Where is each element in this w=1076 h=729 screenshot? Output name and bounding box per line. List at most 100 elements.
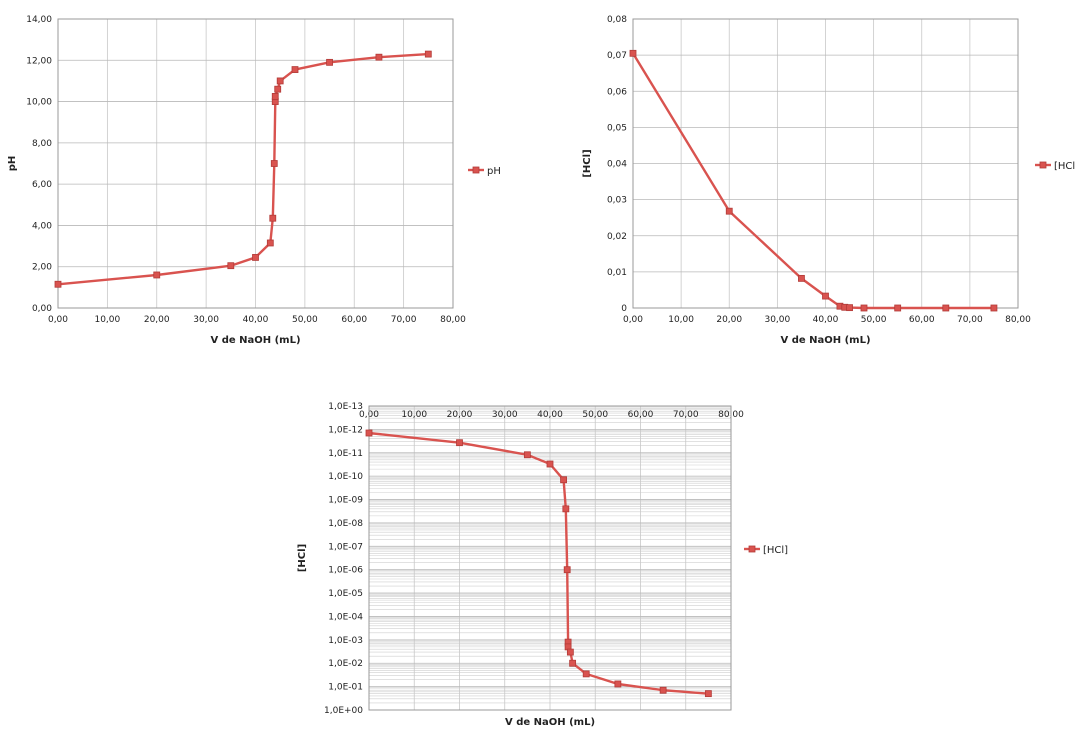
y-axis-title: [HCl] [582, 149, 593, 177]
x-axis-title: V de NaOH (mL) [780, 335, 870, 346]
data-point [822, 292, 829, 300]
y-tick-label: 1,0E-03 [328, 636, 363, 646]
x-tick-label: 80,00 [1005, 315, 1031, 325]
y-tick-label: 0,06 [607, 87, 627, 97]
data-point [629, 49, 637, 57]
data-point [291, 66, 299, 73]
y-tick-label: 1,0E-02 [328, 659, 363, 669]
data-point [424, 50, 432, 58]
data-point [270, 160, 278, 167]
x-tick-label: 20,00 [447, 410, 473, 420]
y-tick-label: 1,0E-07 [328, 542, 363, 552]
x-tick-label: 10,00 [668, 315, 694, 325]
data-point [894, 304, 902, 312]
y-tick-label: 0 [621, 304, 627, 314]
data-point [326, 58, 333, 66]
y-tick-label: 1,0E-05 [328, 589, 363, 599]
y-tick-label: 14,00 [26, 15, 52, 25]
data-point [798, 274, 805, 282]
y-tick-label: 0,04 [607, 160, 627, 170]
x-tick-label: 30,00 [764, 315, 790, 325]
data-point [860, 304, 868, 312]
data-point [269, 214, 277, 222]
legend-label: [HCl] [763, 545, 788, 556]
data-point [582, 670, 590, 678]
data-point [846, 304, 853, 312]
data-point [276, 77, 284, 85]
y-tick-label: 1,0E-10 [328, 472, 363, 482]
x-tick-label: 10,00 [401, 410, 427, 420]
x-tick-label: 40,00 [537, 410, 563, 420]
x-tick-label: 50,00 [861, 315, 887, 325]
data-point [562, 505, 570, 513]
data-point [271, 93, 279, 100]
x-axis-title: V de NaOH (mL) [210, 335, 300, 346]
x-axis-title: V de NaOH (mL) [505, 717, 595, 728]
x-tick-label: 80,00 [440, 315, 466, 325]
y-tick-label: 1,0E-06 [328, 566, 363, 576]
legend-label: [HCl] [1054, 161, 1076, 172]
y-tick-label: 0,07 [607, 51, 627, 61]
x-tick-label: 60,00 [909, 315, 935, 325]
x-tick-label: 30,00 [193, 315, 219, 325]
y-tick-label: 0,03 [607, 196, 627, 206]
x-tick-label: 0,00 [48, 315, 68, 325]
data-point [563, 566, 571, 574]
x-tick-label: 20,00 [716, 315, 742, 325]
data-point [942, 304, 950, 312]
legend-label: pH [487, 166, 501, 177]
y-axis-title: [HCl] [297, 544, 308, 572]
data-point [252, 254, 259, 261]
x-tick-label: 20,00 [144, 315, 170, 325]
data-point [614, 680, 622, 688]
x-tick-label: 70,00 [673, 410, 699, 420]
data-point [375, 53, 383, 61]
data-point [659, 686, 667, 694]
x-tick-label: 0,00 [623, 315, 643, 325]
data-point [227, 262, 235, 270]
data-point [990, 304, 998, 312]
y-tick-label: 2,00 [32, 263, 52, 273]
y-tick-label: 1,0E+00 [324, 706, 363, 716]
data-point [523, 451, 531, 459]
x-tick-label: 30,00 [492, 410, 518, 420]
data-point [569, 659, 577, 667]
y-tick-label: 0,02 [607, 232, 627, 242]
data-point [153, 271, 161, 279]
chart-2: 0,00 10,00 20,00 30,00 40,00 50,00 60,00 70,00 8… [582, 15, 1076, 346]
chart-1: 0,00 10,00 20,00 30,00 40,00 50,00 60,00 70,00 8… [7, 15, 501, 346]
x-tick-label: 50,00 [582, 410, 608, 420]
legend-marker [472, 166, 480, 174]
x-tick-label: 50,00 [292, 315, 318, 325]
plot-frame [632, 18, 1019, 309]
y-tick-label: 1,0E-01 [328, 683, 363, 693]
y-tick-label: 1,0E-09 [328, 496, 363, 506]
x-tick-label: 40,00 [813, 315, 839, 325]
data-point [365, 429, 373, 437]
y-tick-label: 1,0E-08 [328, 519, 363, 529]
y-tick-label: 1,0E-13 [328, 402, 363, 412]
x-tick-label: 60,00 [341, 315, 367, 325]
data-point [456, 439, 463, 447]
plot-frame [57, 18, 454, 309]
y-tick-label: 0,08 [607, 15, 627, 25]
y-tick-label: 1,0E-04 [328, 612, 363, 622]
x-tick-label: 70,00 [957, 315, 983, 325]
y-tick-label: 0,05 [607, 123, 627, 133]
chart-3: 0,00 10,00 20,00 30,00 40,00 50,00 60,00 70,00 8… [297, 402, 788, 728]
y-tick-label: 0,00 [32, 304, 52, 314]
data-point [725, 207, 733, 215]
y-tick-label: 1,0E-12 [328, 425, 363, 435]
data-point [704, 690, 712, 698]
y-axis-title: pH [7, 156, 18, 172]
y-tick-label: 1,0E-11 [328, 449, 363, 459]
data-point [546, 460, 554, 468]
data-point [566, 648, 574, 656]
y-tick-label: 10,00 [26, 98, 52, 108]
data-point [560, 476, 567, 484]
legend-marker [1039, 161, 1047, 169]
plot-frame [368, 405, 732, 711]
legend-marker [748, 545, 756, 553]
data-point [266, 239, 274, 247]
